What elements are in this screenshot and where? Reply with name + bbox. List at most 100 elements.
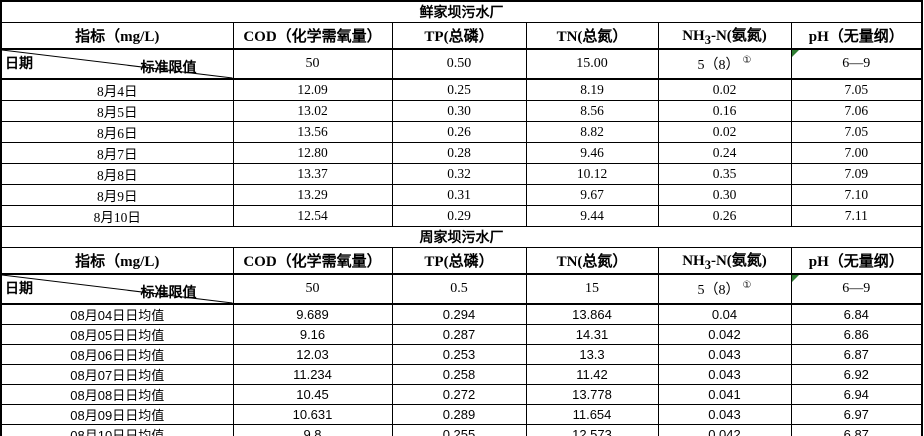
cell-tp[interactable]: 0.32	[391, 163, 527, 185]
cell-nh3n[interactable]: 0.042	[657, 324, 792, 345]
cell-nh3n[interactable]: 0.02	[657, 121, 792, 143]
cell-date[interactable]: 8月9日	[0, 184, 234, 206]
cell-date[interactable]: 8月4日	[0, 78, 234, 101]
corner-cell-date-limit[interactable]: 日期 标准限值	[0, 48, 234, 80]
cell-tn[interactable]: 11.654	[525, 404, 659, 425]
cell-nh3n[interactable]: 0.16	[657, 100, 792, 122]
cell-date[interactable]: 08月09日日均值	[0, 404, 234, 425]
cell-ph[interactable]: 6.86	[790, 324, 923, 345]
cell-cod[interactable]: 9.16	[232, 324, 393, 345]
cell-date[interactable]: 8月7日	[0, 142, 234, 164]
cell-tp[interactable]: 0.289	[391, 404, 527, 425]
cell-ph[interactable]: 7.05	[790, 121, 923, 143]
cell-nh3n[interactable]: 0.043	[657, 404, 792, 425]
cell-tn[interactable]: 10.12	[525, 163, 659, 185]
cell-nh3n[interactable]: 0.26	[657, 205, 792, 227]
cell-date[interactable]: 08月07日日均值	[0, 364, 234, 385]
cell-nh3n[interactable]: 0.35	[657, 163, 792, 185]
cell-tp[interactable]: 0.26	[391, 121, 527, 143]
cell-tn[interactable]: 12.573	[525, 424, 659, 436]
cell-cod[interactable]: 9.8	[232, 424, 393, 436]
cell-cod[interactable]: 12.80	[232, 142, 393, 164]
cell-tp[interactable]: 0.28	[391, 142, 527, 164]
cell-ph[interactable]: 6.97	[790, 404, 923, 425]
cell-date[interactable]: 8月5日	[0, 100, 234, 122]
limit-tn[interactable]: 15	[525, 273, 659, 305]
limit-ph[interactable]: 6—9	[790, 273, 923, 305]
cell-tn[interactable]: 8.19	[525, 78, 659, 101]
col-header-indicator[interactable]: 指标（mg/L)	[0, 22, 234, 50]
limit-cod[interactable]: 50	[232, 48, 393, 80]
cell-cod[interactable]: 9.689	[232, 303, 393, 325]
cell-tn[interactable]: 8.56	[525, 100, 659, 122]
cell-nh3n[interactable]: 0.041	[657, 384, 792, 405]
col-header-tp[interactable]: TP(总磷）	[391, 22, 527, 50]
col-header-cod[interactable]: COD（化学需氧量）	[232, 22, 393, 50]
cell-date[interactable]: 08月10日日均值	[0, 424, 234, 436]
cell-nh3n[interactable]: 0.02	[657, 78, 792, 101]
cell-tp[interactable]: 0.31	[391, 184, 527, 206]
cell-tn[interactable]: 9.46	[525, 142, 659, 164]
cell-tp[interactable]: 0.287	[391, 324, 527, 345]
limit-nh3n[interactable]: 5（8） ①	[657, 48, 792, 80]
cell-tp[interactable]: 0.253	[391, 344, 527, 365]
cell-cod[interactable]: 12.09	[232, 78, 393, 101]
limit-tp[interactable]: 0.50	[391, 48, 527, 80]
section2-title[interactable]: 周家坝污水厂	[0, 226, 923, 248]
cell-cod[interactable]: 13.29	[232, 184, 393, 206]
cell-tn[interactable]: 9.44	[525, 205, 659, 227]
cell-nh3n[interactable]: 0.24	[657, 142, 792, 164]
cell-nh3n[interactable]: 0.043	[657, 364, 792, 385]
cell-tp[interactable]: 0.294	[391, 303, 527, 325]
cell-nh3n[interactable]: 0.04	[657, 303, 792, 325]
limit-tp[interactable]: 0.5	[391, 273, 527, 305]
cell-ph[interactable]: 7.06	[790, 100, 923, 122]
cell-cod[interactable]: 10.45	[232, 384, 393, 405]
col-header-tp[interactable]: TP(总磷）	[391, 247, 527, 275]
col-header-cod[interactable]: COD（化学需氧量）	[232, 247, 393, 275]
col-header-tn[interactable]: TN(总氮）	[525, 247, 659, 275]
cell-ph[interactable]: 6.84	[790, 303, 923, 325]
cell-cod[interactable]: 12.03	[232, 344, 393, 365]
cell-tn[interactable]: 13.864	[525, 303, 659, 325]
cell-tn[interactable]: 9.67	[525, 184, 659, 206]
cell-tp[interactable]: 0.25	[391, 78, 527, 101]
cell-ph[interactable]: 6.87	[790, 344, 923, 365]
cell-date[interactable]: 08月04日日均值	[0, 303, 234, 325]
cell-tn[interactable]: 14.31	[525, 324, 659, 345]
cell-cod[interactable]: 13.02	[232, 100, 393, 122]
cell-tn[interactable]: 13.778	[525, 384, 659, 405]
col-header-ph[interactable]: pH（无量纲）	[790, 22, 923, 50]
col-header-nh3n[interactable]: NH3-N(氨氮)	[657, 247, 792, 275]
cell-date[interactable]: 8月8日	[0, 163, 234, 185]
cell-date[interactable]: 8月6日	[0, 121, 234, 143]
col-header-ph[interactable]: pH（无量纲）	[790, 247, 923, 275]
cell-ph[interactable]: 7.11	[790, 205, 923, 227]
limit-nh3n[interactable]: 5（8） ①	[657, 273, 792, 305]
cell-tn[interactable]: 13.3	[525, 344, 659, 365]
cell-nh3n[interactable]: 0.042	[657, 424, 792, 436]
cell-nh3n[interactable]: 0.30	[657, 184, 792, 206]
cell-ph[interactable]: 7.09	[790, 163, 923, 185]
limit-ph[interactable]: 6—9	[790, 48, 923, 80]
cell-cod[interactable]: 12.54	[232, 205, 393, 227]
corner-cell-date-limit[interactable]: 日期 标准限值	[0, 273, 234, 305]
limit-tn[interactable]: 15.00	[525, 48, 659, 80]
cell-cod[interactable]: 13.37	[232, 163, 393, 185]
cell-ph[interactable]: 6.92	[790, 364, 923, 385]
cell-tp[interactable]: 0.272	[391, 384, 527, 405]
cell-date[interactable]: 8月10日	[0, 205, 234, 227]
cell-tn[interactable]: 8.82	[525, 121, 659, 143]
cell-date[interactable]: 08月05日日均值	[0, 324, 234, 345]
col-header-indicator[interactable]: 指标（mg/L)	[0, 247, 234, 275]
cell-cod[interactable]: 11.234	[232, 364, 393, 385]
cell-cod[interactable]: 13.56	[232, 121, 393, 143]
cell-tp[interactable]: 0.258	[391, 364, 527, 385]
cell-tp[interactable]: 0.30	[391, 100, 527, 122]
cell-date[interactable]: 08月08日日均值	[0, 384, 234, 405]
cell-tp[interactable]: 0.255	[391, 424, 527, 436]
cell-ph[interactable]: 7.00	[790, 142, 923, 164]
cell-ph[interactable]: 6.87	[790, 424, 923, 436]
cell-tp[interactable]: 0.29	[391, 205, 527, 227]
cell-tn[interactable]: 11.42	[525, 364, 659, 385]
